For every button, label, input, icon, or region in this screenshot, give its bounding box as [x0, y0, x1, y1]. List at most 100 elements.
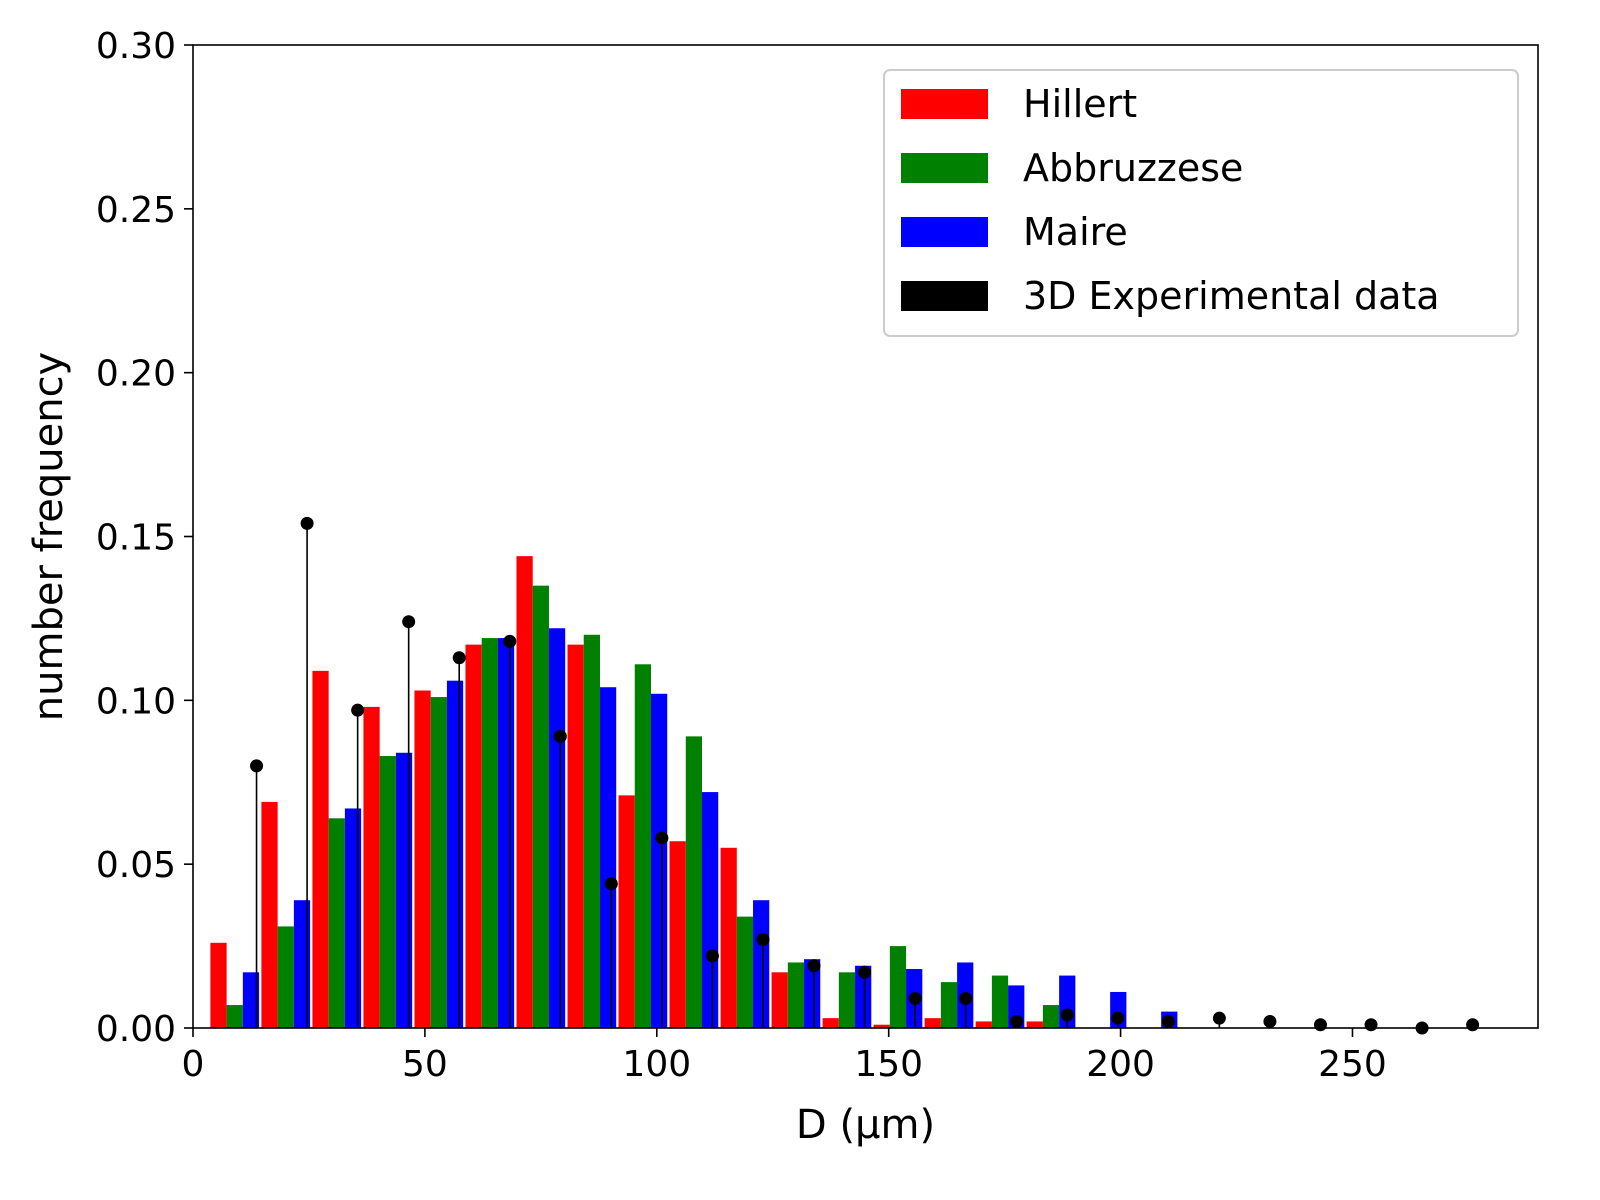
bar-abbruzzese: [1042, 1005, 1060, 1028]
bar-maire: [855, 965, 872, 1028]
stem-marker: [756, 933, 770, 947]
bar-hillert: [924, 1018, 941, 1028]
stem-marker: [1212, 1011, 1226, 1025]
legend-label: Abbruzzese: [1023, 146, 1243, 190]
bar-maire: [650, 693, 668, 1028]
stems-layer: [250, 516, 1480, 1035]
bar-abbruzzese: [787, 962, 805, 1028]
bar-maire: [293, 900, 311, 1028]
bar-abbruzzese: [532, 585, 549, 1028]
y-tick-label: 0.15: [96, 518, 176, 559]
stem-marker: [1313, 1018, 1327, 1032]
bar-hillert: [975, 1021, 992, 1028]
bar-maire: [497, 638, 515, 1028]
bar-abbruzzese: [226, 1005, 243, 1028]
bar-abbruzzese: [379, 756, 396, 1028]
bar-abbruzzese: [838, 972, 856, 1028]
x-axis-label: D (μm): [796, 1102, 935, 1148]
stem-marker: [604, 877, 618, 891]
bar-hillert: [567, 644, 584, 1028]
bar-abbruzzese: [481, 638, 498, 1028]
stem-marker: [1466, 1018, 1480, 1032]
y-axis-label: number frequency: [26, 352, 72, 721]
bar-maire: [395, 752, 413, 1028]
bar-hillert: [414, 690, 431, 1028]
bar-maire: [599, 687, 617, 1028]
legend-swatch: [901, 281, 988, 311]
legend-swatch: [901, 153, 988, 183]
bar-abbruzzese: [430, 697, 447, 1028]
bar-abbruzzese: [889, 946, 907, 1028]
y-tick-label: 0.30: [96, 26, 176, 67]
stem-marker: [908, 992, 922, 1006]
x-tick-label: 150: [854, 1044, 923, 1085]
bar-hillert: [618, 795, 635, 1028]
stem-marker: [959, 992, 973, 1006]
legend-swatch: [901, 217, 988, 247]
bar-abbruzzese: [685, 736, 703, 1028]
bar-hillert: [720, 847, 737, 1028]
x-tick-label: 0: [182, 1044, 205, 1085]
bar-maire: [804, 959, 821, 1028]
bar-maire: [242, 972, 260, 1028]
stem-marker: [1060, 1008, 1074, 1022]
bar-hillert: [465, 644, 482, 1028]
bar-hillert: [771, 972, 788, 1028]
stem-marker: [1161, 1014, 1175, 1028]
x-axis: 0 50 100 150 200 250: [182, 1028, 1387, 1085]
legend-swatch: [901, 89, 988, 119]
bar-hillert: [363, 706, 380, 1028]
x-tick-label: 50: [402, 1044, 448, 1085]
bar-abbruzzese: [277, 926, 294, 1028]
bar-hillert: [873, 1024, 890, 1028]
bar-abbruzzese: [991, 975, 1009, 1028]
bar-maire: [548, 628, 566, 1028]
legend: Hillert Abbruzzese Maire 3D Experimental da…: [883, 69, 1519, 337]
stem-marker: [705, 949, 719, 963]
x-tick-label: 100: [622, 1044, 691, 1085]
bar-maire: [344, 808, 362, 1028]
stem-marker: [1263, 1014, 1277, 1028]
bar-hillert: [516, 556, 533, 1028]
y-tick-label: 0.20: [96, 354, 176, 395]
stem-marker: [553, 729, 567, 743]
stem-marker: [351, 703, 365, 717]
stem-marker: [300, 516, 314, 530]
bar-abbruzzese: [736, 916, 754, 1028]
stem-marker: [807, 959, 821, 973]
stem-marker: [858, 965, 872, 979]
bar-hillert: [261, 801, 278, 1028]
x-tick-label: 200: [1086, 1044, 1155, 1085]
bar-maire: [702, 792, 719, 1028]
legend-label: Hillert: [1023, 82, 1137, 126]
bar-hillert: [1026, 1021, 1043, 1028]
stem-marker: [250, 759, 264, 773]
stem-marker: [503, 634, 517, 648]
bar-abbruzzese: [940, 982, 958, 1028]
bar-hillert: [822, 1018, 839, 1028]
bar-maire: [446, 680, 464, 1028]
x-tick-label: 250: [1318, 1044, 1387, 1085]
bar-hillert: [210, 942, 227, 1028]
y-tick-label: 0.00: [96, 1009, 176, 1050]
y-tick-label: 0.10: [96, 681, 176, 722]
stem-marker: [1010, 1014, 1024, 1028]
y-tick-label: 0.25: [96, 190, 176, 231]
legend-label: 3D Experimental data: [1023, 274, 1440, 318]
stem-marker: [655, 831, 669, 845]
bar-hillert: [669, 841, 686, 1028]
stem-marker: [1111, 1011, 1125, 1025]
bar-hillert: [312, 670, 329, 1028]
legend-box: [883, 69, 1519, 337]
y-tick-label: 0.05: [96, 845, 176, 886]
bar-abbruzzese: [328, 818, 345, 1028]
bar-maire: [753, 900, 770, 1028]
y-axis: 0.00 0.05 0.10 0.15 0.20 0.25 0.30: [96, 26, 193, 1050]
bar-abbruzzese: [634, 664, 651, 1028]
stem-marker: [452, 651, 466, 665]
bar-abbruzzese: [583, 634, 600, 1028]
legend-label: Maire: [1023, 210, 1128, 254]
stem-marker: [1364, 1018, 1378, 1032]
bars-layer: [210, 556, 1178, 1028]
